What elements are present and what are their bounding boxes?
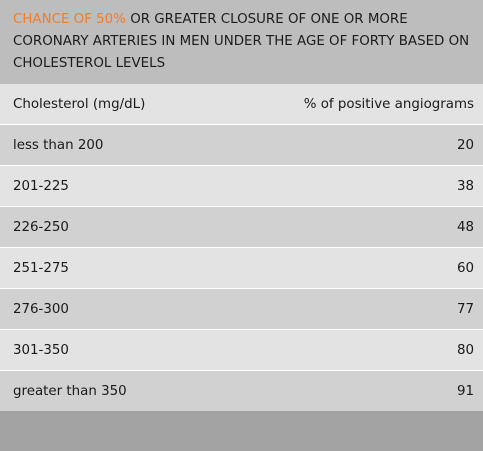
table-row: 301-350 80 bbox=[0, 330, 483, 371]
row-value: 20 bbox=[456, 137, 474, 153]
table-row: greater than 350 91 bbox=[0, 371, 483, 412]
column-header-cholesterol: Cholesterol (mg/dL) bbox=[13, 96, 146, 112]
row-label: greater than 350 bbox=[13, 383, 127, 399]
title-text: OR GREATER CLOSURE OF ONE OR MORE CORONA… bbox=[13, 12, 470, 71]
row-value: 38 bbox=[456, 178, 474, 194]
table-footer bbox=[0, 411, 483, 451]
table-title: CHANCE OF 50% OR GREATER CLOSURE OF ONE … bbox=[0, 0, 483, 84]
row-value: 77 bbox=[456, 301, 474, 317]
table-row: 276-300 77 bbox=[0, 289, 483, 330]
table-header-row: Cholesterol (mg/dL) % of positive angiog… bbox=[0, 84, 483, 125]
row-label: 276-300 bbox=[13, 301, 69, 317]
row-label: 201-225 bbox=[13, 178, 69, 194]
row-label: less than 200 bbox=[13, 137, 104, 153]
data-table: Cholesterol (mg/dL) % of positive angiog… bbox=[0, 84, 483, 412]
table-row: 201-225 38 bbox=[0, 166, 483, 207]
row-label: 226-250 bbox=[13, 219, 69, 235]
row-value: 80 bbox=[456, 342, 474, 358]
table-row: 226-250 48 bbox=[0, 207, 483, 248]
row-value: 60 bbox=[456, 260, 474, 276]
table-row: 251-275 60 bbox=[0, 248, 483, 289]
row-label: 251-275 bbox=[13, 260, 69, 276]
row-value: 48 bbox=[456, 219, 474, 235]
row-value: 91 bbox=[456, 383, 474, 399]
row-label: 301-350 bbox=[13, 342, 69, 358]
table-row: less than 200 20 bbox=[0, 125, 483, 166]
title-accent: CHANCE OF 50% bbox=[13, 12, 126, 27]
column-header-angiograms: % of positive angiograms bbox=[303, 96, 474, 112]
